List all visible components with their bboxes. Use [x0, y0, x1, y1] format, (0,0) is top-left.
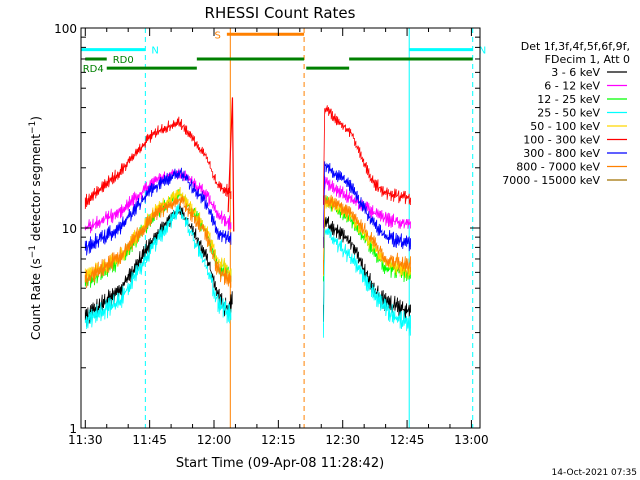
legend: Det 1f,3f,4f,5f,6f,9f,FDecim 1, Att 03 -… [502, 40, 630, 187]
legend-header-0: Det 1f,3f,4f,5f,6f,9f, [521, 40, 630, 53]
y-axis-label: Count Rate (s−1 detector segment−1) [28, 116, 43, 340]
annotation-label-7: S [215, 30, 221, 41]
axes: 1 10 100 11:30 11:45 12:00 12:15 12:30 12:45 13:0… [54, 22, 489, 447]
series-5-trace-1 [323, 105, 411, 205]
x-tick-label-2: 12:00 [197, 433, 232, 447]
series-1-trace-0 [84, 168, 232, 234]
series-6-trace-0 [84, 167, 232, 256]
annotation-label-3: RD4 [83, 64, 104, 75]
y-tick-label-2: 100 [54, 22, 77, 36]
series-5-trace-0 [84, 116, 232, 210]
chart-title: RHESSI Count Rates [205, 4, 356, 22]
x-tick-label-0: 11:30 [68, 433, 103, 447]
legend-header-1: FDecim 1, Att 0 [545, 53, 630, 66]
x-tick-label-5: 12:45 [390, 433, 425, 447]
annotation-label-1: N [479, 46, 486, 57]
series-6-trace-1 [323, 161, 411, 252]
y-tick-label-0: 1 [69, 422, 77, 436]
flare-spike [227, 97, 235, 232]
series-3-trace-1 [323, 228, 411, 338]
footer-timestamp: 14-Oct-2021 07:35 [552, 468, 637, 478]
legend-entry-5: 100 - 300 keV [523, 134, 600, 147]
legend-entry-4: 50 - 100 keV [530, 120, 600, 133]
y-label-sup-2: −1 [28, 121, 38, 134]
annotation-label-0: N [151, 46, 158, 57]
x-axis-label: Start Time (09-Apr-08 11:28:42) [176, 456, 384, 471]
series-1-trace-1 [323, 175, 411, 229]
legend-entry-3: 25 - 50 keV [537, 107, 600, 120]
y-label-close: ) [29, 116, 43, 121]
legend-entry-8: 7000 - 15000 keV [502, 174, 600, 187]
x-tick-label-1: 11:45 [132, 433, 167, 447]
series-3-trace-0 [84, 203, 232, 329]
x-tick-label-3: 12:15 [261, 433, 296, 447]
y-label-base: Count Rate (s [29, 258, 43, 340]
x-tick-label-6: 13:00 [454, 433, 489, 447]
series-7-trace-0 [84, 195, 232, 288]
series-0-trace-1 [323, 216, 411, 322]
legend-entry-0: 3 - 6 keV [551, 66, 600, 79]
plot-area: N N RD0 RD4 S [80, 28, 486, 428]
legend-entry-2: 12 - 25 keV [537, 93, 600, 106]
y-label-sup-1: −1 [28, 245, 38, 258]
legend-entry-7: 800 - 7000 keV [516, 161, 600, 174]
annotation-label-2: RD0 [113, 55, 134, 66]
y-tick-label-1: 10 [62, 222, 77, 236]
y-label-mid: detector segment [29, 134, 43, 245]
x-tick-label-4: 12:30 [325, 433, 360, 447]
series-7-trace-1 [323, 194, 411, 275]
legend-entry-6: 300 - 800 keV [523, 147, 600, 160]
legend-entry-1: 6 - 12 keV [544, 80, 600, 93]
